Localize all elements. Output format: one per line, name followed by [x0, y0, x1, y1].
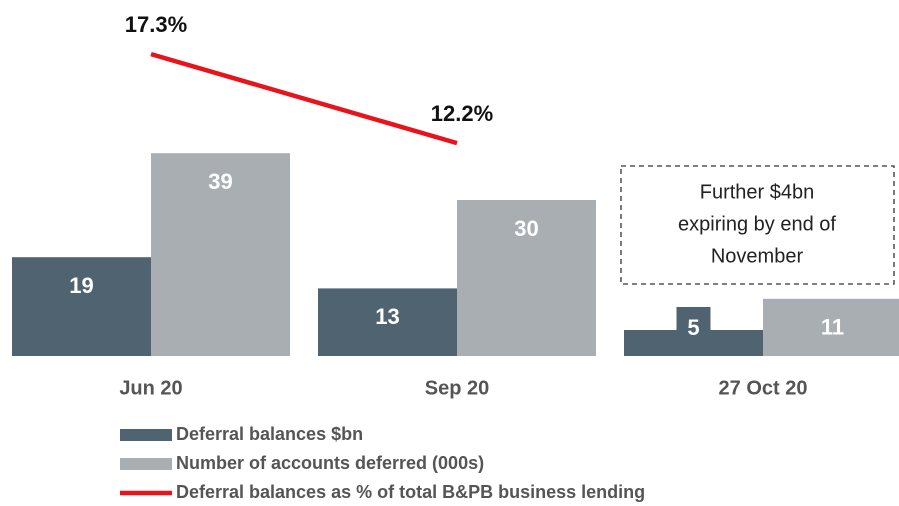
line [150, 51, 458, 146]
value-label: 13 [375, 304, 399, 329]
legend-label: Number of accounts deferred (000s) [176, 453, 484, 473]
label-background [676, 307, 711, 340]
line-label: 17.3% [125, 12, 187, 37]
value-label: 19 [69, 273, 93, 298]
value-label: 30 [514, 216, 538, 241]
value-label: 39 [208, 169, 232, 194]
bar [318, 288, 457, 356]
legend-swatch [120, 429, 172, 441]
annotation: Further $4bn [700, 181, 815, 203]
value-label: 11 [821, 315, 844, 340]
legend-swatch [120, 458, 172, 470]
annotation: expiring by end of [678, 213, 836, 235]
bar [12, 257, 151, 356]
annotation: November [711, 245, 804, 267]
value-label: 5 [687, 315, 699, 340]
annotation-box [620, 165, 895, 285]
x-tick-label: 27 Oct 20 [719, 377, 808, 399]
bar [457, 200, 596, 356]
legend-label: Deferral balances $bn [176, 424, 363, 444]
line-label: 12.2% [431, 101, 493, 126]
x-tick-label: Sep 20 [425, 377, 489, 399]
bar [151, 153, 290, 356]
x-tick-label: Jun 20 [119, 377, 182, 399]
legend-label: Deferral balances as % of total B&PB bus… [176, 482, 645, 502]
bar [763, 298, 899, 356]
